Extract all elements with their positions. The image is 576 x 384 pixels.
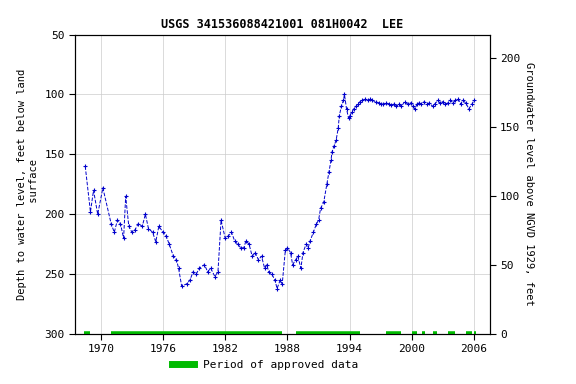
Title: USGS 341536088421001 081H0042  LEE: USGS 341536088421001 081H0042 LEE: [161, 18, 403, 31]
Legend: Period of approved data: Period of approved data: [168, 356, 362, 375]
Y-axis label: Depth to water level, feet below land
 surface: Depth to water level, feet below land su…: [17, 69, 39, 300]
Y-axis label: Groundwater level above NGVD 1929, feet: Groundwater level above NGVD 1929, feet: [524, 63, 534, 306]
